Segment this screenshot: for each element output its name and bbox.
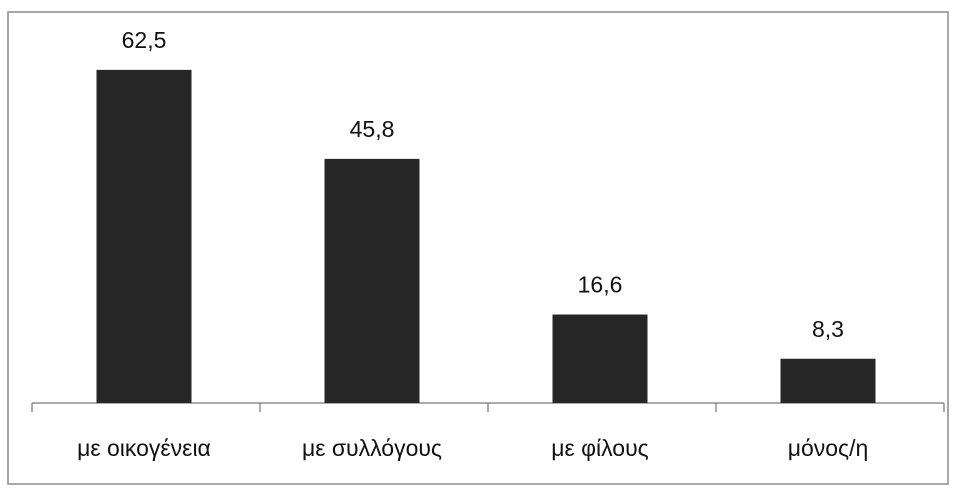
value-label: 8,3 (812, 316, 844, 342)
bar (96, 69, 192, 403)
bar (324, 158, 420, 403)
value-label: 16,6 (578, 272, 623, 298)
value-label: 45,8 (350, 116, 395, 142)
bar (552, 314, 648, 403)
x-tick-label: με φίλους (551, 435, 649, 461)
bar (780, 358, 876, 403)
x-tick-label: με οικογένεια (77, 435, 211, 461)
x-tick-label: μόνος/η (788, 435, 869, 461)
value-label: 62,5 (122, 27, 167, 53)
x-tick-label: με συλλόγους (302, 435, 442, 461)
